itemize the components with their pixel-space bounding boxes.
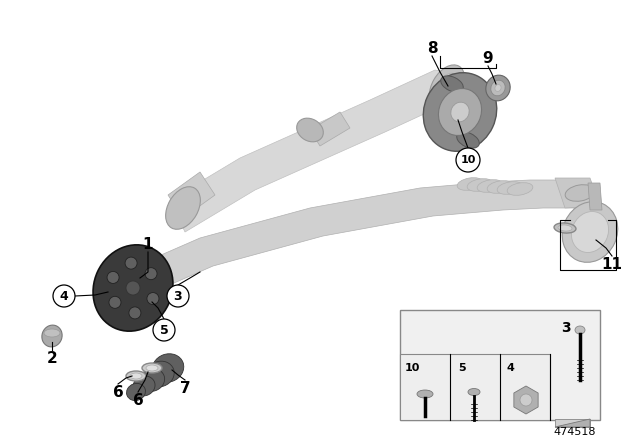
Ellipse shape xyxy=(129,307,141,319)
Text: 10: 10 xyxy=(404,363,420,373)
Ellipse shape xyxy=(438,89,481,135)
Text: 7: 7 xyxy=(180,380,190,396)
Ellipse shape xyxy=(451,102,469,122)
Circle shape xyxy=(167,285,189,307)
Ellipse shape xyxy=(107,271,119,284)
Ellipse shape xyxy=(497,182,523,194)
Text: 8: 8 xyxy=(427,40,437,56)
Ellipse shape xyxy=(297,118,323,142)
Ellipse shape xyxy=(152,354,184,382)
Ellipse shape xyxy=(457,132,479,148)
Ellipse shape xyxy=(125,257,137,269)
Text: 4: 4 xyxy=(506,363,514,373)
Ellipse shape xyxy=(147,293,159,305)
Text: 6: 6 xyxy=(113,384,124,400)
Ellipse shape xyxy=(477,180,503,192)
Ellipse shape xyxy=(423,73,497,151)
Ellipse shape xyxy=(436,73,458,101)
Ellipse shape xyxy=(575,326,585,334)
Polygon shape xyxy=(555,178,600,208)
Ellipse shape xyxy=(140,369,164,392)
Ellipse shape xyxy=(491,80,505,96)
Ellipse shape xyxy=(142,363,162,373)
Polygon shape xyxy=(105,180,588,316)
Ellipse shape xyxy=(572,211,609,253)
Ellipse shape xyxy=(166,187,200,229)
Ellipse shape xyxy=(93,245,173,331)
Ellipse shape xyxy=(146,365,158,371)
Text: 6: 6 xyxy=(132,392,143,408)
Text: 5: 5 xyxy=(458,363,466,373)
Ellipse shape xyxy=(554,223,576,233)
Ellipse shape xyxy=(42,325,62,347)
Text: 1: 1 xyxy=(143,237,153,251)
Ellipse shape xyxy=(565,185,595,201)
Ellipse shape xyxy=(457,178,483,190)
Text: 4: 4 xyxy=(60,289,68,302)
Text: 474518: 474518 xyxy=(554,427,596,437)
Polygon shape xyxy=(555,419,590,427)
Polygon shape xyxy=(310,112,350,146)
Polygon shape xyxy=(588,183,602,210)
Ellipse shape xyxy=(130,373,142,379)
Ellipse shape xyxy=(468,388,480,396)
Polygon shape xyxy=(105,272,143,312)
Ellipse shape xyxy=(44,329,60,337)
Circle shape xyxy=(53,285,75,307)
Ellipse shape xyxy=(109,296,121,308)
Ellipse shape xyxy=(133,376,155,396)
Ellipse shape xyxy=(441,76,463,92)
Ellipse shape xyxy=(417,390,433,398)
Circle shape xyxy=(153,319,175,341)
Ellipse shape xyxy=(146,361,174,387)
Ellipse shape xyxy=(495,85,501,91)
Bar xyxy=(400,310,600,420)
Circle shape xyxy=(456,148,480,172)
Text: 5: 5 xyxy=(159,323,168,336)
Ellipse shape xyxy=(106,285,129,315)
Ellipse shape xyxy=(487,181,513,194)
Polygon shape xyxy=(168,172,215,218)
Ellipse shape xyxy=(100,277,136,323)
Ellipse shape xyxy=(507,183,533,195)
Text: 10: 10 xyxy=(460,155,476,165)
Polygon shape xyxy=(555,419,590,427)
Ellipse shape xyxy=(563,202,618,263)
Ellipse shape xyxy=(429,65,465,109)
Circle shape xyxy=(520,394,532,406)
Text: 9: 9 xyxy=(483,51,493,65)
Polygon shape xyxy=(170,70,460,232)
Text: 3: 3 xyxy=(561,321,571,335)
Ellipse shape xyxy=(126,371,146,381)
Text: 2: 2 xyxy=(47,350,58,366)
Ellipse shape xyxy=(145,267,157,280)
Text: 11: 11 xyxy=(602,257,623,271)
Ellipse shape xyxy=(127,383,145,401)
Bar xyxy=(400,354,550,420)
Ellipse shape xyxy=(558,225,572,231)
Ellipse shape xyxy=(467,179,493,191)
Ellipse shape xyxy=(126,281,140,295)
Ellipse shape xyxy=(486,75,510,101)
Text: 3: 3 xyxy=(173,289,182,302)
